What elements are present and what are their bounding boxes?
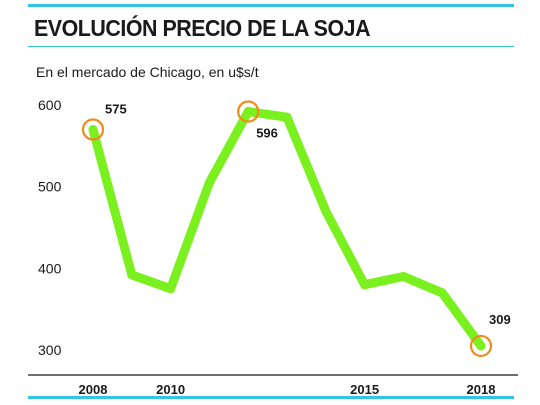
y-tick-label: 500: [38, 179, 62, 195]
bottom-rule: [28, 396, 514, 399]
data-point: [282, 112, 292, 122]
x-tick-label: 2008: [79, 382, 108, 397]
highlight-marker: [237, 100, 260, 123]
series-line: [88, 107, 486, 351]
x-tick-label: 2010: [156, 382, 185, 397]
x-tick-label: 2015: [350, 382, 379, 397]
chart-title: EVOLUCIÓN PRECIO DE LA SOJA: [34, 15, 371, 41]
data-label: 575: [105, 102, 127, 117]
data-point: [166, 284, 176, 294]
data-point: [476, 341, 486, 351]
data-label: 596: [256, 126, 278, 141]
top-rule: [28, 4, 514, 7]
data-point: [127, 270, 137, 280]
y-tick-label: 300: [38, 342, 62, 358]
data-point: [321, 206, 331, 216]
y-tick-label: 600: [38, 97, 62, 113]
data-point: [360, 280, 370, 290]
data-point: [398, 272, 408, 281]
chart-subtitle: En el mercado de Chicago, en u$s/t: [36, 64, 259, 80]
data-point: [243, 107, 253, 117]
highlight-marker: [469, 334, 493, 358]
highlight-marker: [81, 118, 105, 141]
data-label: 309: [489, 312, 511, 327]
y-tick-label: 400: [38, 260, 62, 276]
title-rule: [28, 46, 514, 47]
data-point: [204, 178, 214, 188]
data-point: [437, 288, 447, 298]
data-point: [88, 125, 98, 134]
x-tick-label: 2018: [467, 382, 496, 397]
